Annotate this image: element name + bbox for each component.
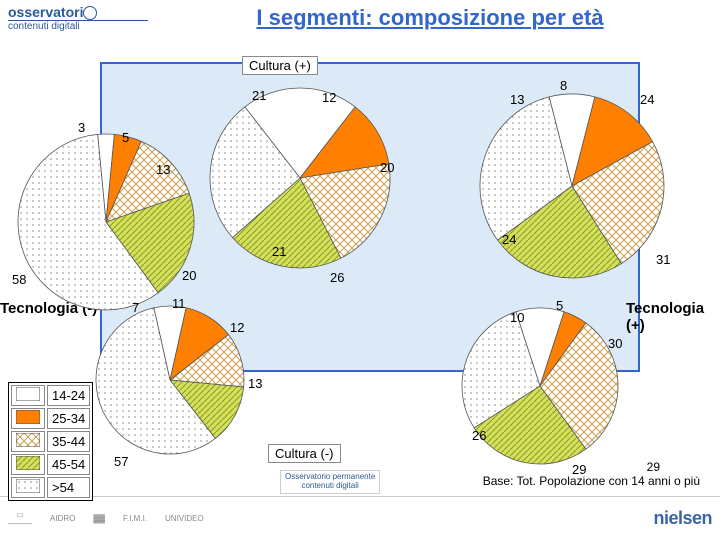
legend-label: 25-34 — [47, 408, 90, 429]
data-label: 12 — [322, 90, 336, 105]
legend-label: >54 — [47, 477, 90, 498]
legend-row: >54 — [11, 477, 90, 498]
legend-label: 14-24 — [47, 385, 90, 406]
data-label: 7 — [132, 300, 139, 315]
data-label: 21 — [272, 244, 286, 259]
legend: 14-2425-3435-4445-54>54 — [8, 382, 93, 501]
data-label: 30 — [608, 336, 622, 351]
data-label: 13 — [248, 376, 262, 391]
data-label: 12 — [230, 320, 244, 335]
legend-row: 45-54 — [11, 454, 90, 475]
data-label: 5 — [556, 298, 563, 313]
data-label: 3 — [78, 120, 85, 135]
data-label: 13 — [510, 92, 524, 107]
data-label: 24 — [502, 232, 516, 247]
data-label: 21 — [252, 88, 266, 103]
data-label: 10 — [510, 310, 524, 325]
data-label: 31 — [656, 252, 670, 267]
legend-row: 35-44 — [11, 431, 90, 452]
label-cultura-plus: Cultura (+) — [242, 56, 318, 75]
data-label: 20 — [182, 268, 196, 283]
pie-charts — [0, 0, 720, 520]
legend-label: 35-44 — [47, 431, 90, 452]
label-cultura-minus: Cultura (-) — [268, 444, 341, 463]
data-label: 58 — [12, 272, 26, 287]
data-label: 20 — [380, 160, 394, 175]
data-label: 57 — [114, 454, 128, 469]
data-label: 11 — [172, 296, 186, 311]
data-label: 26 — [472, 428, 486, 443]
data-label: 13 — [156, 162, 170, 177]
data-label: 26 — [330, 270, 344, 285]
legend-row: 25-34 — [11, 408, 90, 429]
data-label: 29 — [572, 462, 586, 477]
data-label: 8 — [560, 78, 567, 93]
data-label: 5 — [122, 130, 129, 145]
data-label: 24 — [640, 92, 654, 107]
legend-label: 45-54 — [47, 454, 90, 475]
legend-row: 14-24 — [11, 385, 90, 406]
